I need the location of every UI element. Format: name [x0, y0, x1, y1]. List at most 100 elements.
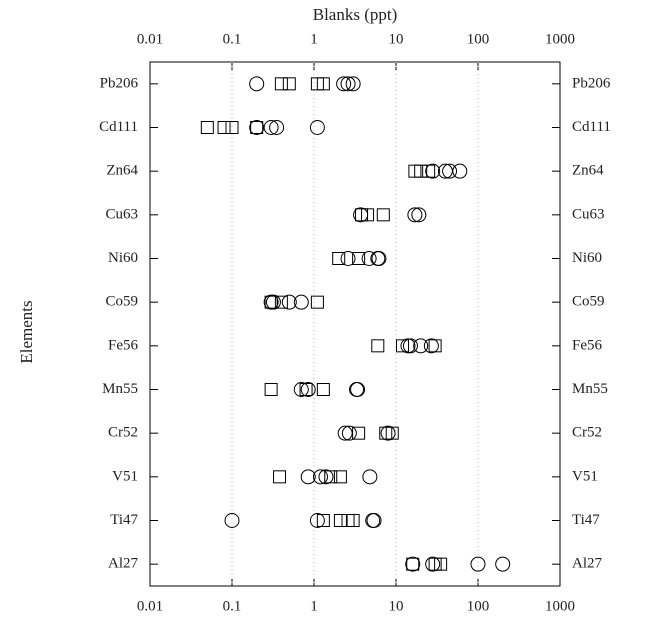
circle-point	[353, 207, 369, 223]
y-tick-label-left: Cd111	[99, 119, 138, 135]
x-tick-label-top: 1000	[545, 31, 575, 47]
y-tick-label-right: Mn55	[572, 381, 608, 397]
circle-point	[293, 294, 309, 310]
square-point	[333, 514, 347, 527]
y-tick-label-left: Co59	[105, 294, 138, 310]
circle-point	[371, 251, 387, 266]
y-tick-label-left: V51	[112, 468, 138, 484]
square-point	[274, 77, 288, 91]
square-point	[282, 77, 296, 91]
y-tick-label-right: Cd111	[572, 119, 611, 135]
x-tick-label-top: 0.1	[223, 31, 242, 47]
x-tick-label-bottom: 100	[467, 598, 490, 614]
y-tick-label-right: Ni60	[572, 250, 602, 266]
y-tick-label-right: Al27	[572, 556, 603, 572]
square-point	[395, 339, 409, 353]
circle-point	[423, 338, 439, 354]
square-point	[264, 295, 278, 309]
square-point	[250, 121, 264, 134]
square-point	[361, 208, 375, 222]
square-point	[422, 164, 436, 178]
circle-point	[224, 513, 240, 528]
square-point	[428, 339, 442, 353]
circle-point	[361, 251, 377, 266]
square-point	[274, 295, 288, 309]
y-tick-label-right: Co59	[572, 294, 605, 310]
y-tick-label-left: Ti47	[110, 512, 138, 528]
circle-point	[318, 469, 334, 485]
circle-point	[345, 76, 361, 92]
square-point	[316, 77, 330, 91]
circle-point	[265, 294, 281, 310]
square-point	[371, 339, 385, 353]
circle-point	[362, 469, 378, 485]
circle-point	[365, 513, 381, 528]
circle-point	[413, 338, 429, 354]
square-point	[316, 383, 330, 396]
circle-point	[337, 425, 353, 441]
x-tick-label-top: 0.01	[137, 31, 163, 47]
circle-point	[312, 469, 328, 485]
circle-point	[340, 76, 356, 92]
square-point	[324, 470, 338, 484]
x-tick-label-top: 1	[310, 31, 318, 47]
y-tick-label-right: Ti47	[572, 512, 600, 528]
x-tick-label-bottom: 10	[389, 598, 404, 614]
square-point	[316, 514, 330, 527]
circle-point	[340, 251, 356, 266]
circle-point	[269, 120, 285, 135]
square-point	[406, 557, 420, 571]
square-point	[414, 164, 428, 178]
square-point	[332, 252, 346, 265]
x-tick-label-top: 10	[389, 31, 404, 47]
y-tick-label-left: Mn55	[102, 381, 138, 397]
y-axis-label: Elements	[17, 300, 36, 363]
circle-point	[350, 382, 366, 397]
square-point	[217, 121, 231, 134]
circle-point	[407, 207, 423, 223]
y-tick-label-left: Cu63	[105, 206, 138, 222]
circle-point	[249, 120, 265, 135]
circle-point	[402, 338, 418, 354]
square-point	[434, 557, 448, 571]
circle-point	[263, 120, 279, 135]
chart-title: Blanks (ppt)	[313, 5, 398, 24]
y-tick-label-right: Cr52	[572, 425, 602, 441]
circle-point	[437, 163, 453, 179]
x-tick-label-bottom: 0.1	[223, 598, 242, 614]
y-tick-label-right: Zn64	[572, 163, 604, 179]
circle-point	[281, 294, 297, 310]
y-tick-label-left: Fe56	[108, 337, 139, 353]
circle-point	[300, 469, 316, 485]
y-tick-label-left: Cr52	[108, 425, 138, 441]
circle-point	[341, 425, 357, 441]
x-tick-label-bottom: 1	[310, 598, 318, 614]
square-point	[310, 295, 324, 309]
circle-point	[495, 556, 511, 572]
y-tick-label-right: Pb206	[572, 75, 611, 91]
y-tick-label-left: Zn64	[106, 163, 138, 179]
square-point	[346, 514, 360, 527]
circle-point	[349, 382, 365, 397]
circle-point	[366, 513, 382, 528]
y-tick-label-right: Fe56	[572, 337, 603, 353]
circle-point	[470, 556, 486, 572]
circle-point	[425, 556, 441, 572]
square-point	[333, 470, 347, 484]
circle-point	[411, 207, 427, 223]
circle-point	[405, 556, 421, 572]
circle-point	[293, 382, 309, 397]
circle-point	[309, 120, 325, 135]
square-point	[264, 383, 278, 396]
circle-point	[370, 251, 386, 266]
circle-point	[300, 382, 316, 397]
circle-point	[425, 163, 441, 179]
y-tick-label-left: Pb206	[100, 75, 139, 91]
x-tick-label-top: 100	[467, 31, 490, 47]
y-tick-label-right: V51	[572, 468, 598, 484]
circle-point	[442, 163, 458, 179]
circle-point	[452, 163, 468, 179]
square-point	[341, 514, 355, 527]
